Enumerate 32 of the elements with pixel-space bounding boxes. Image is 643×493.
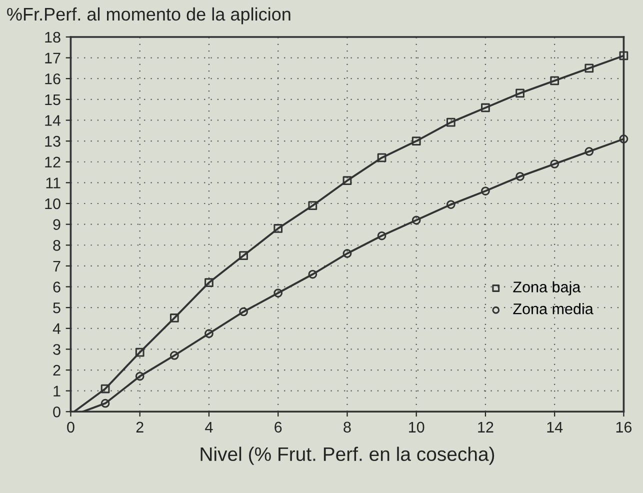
y-tick-label: 11 (46, 178, 60, 188)
x-tick-label: 14 (547, 422, 563, 432)
x-tick-label: 10 (409, 422, 424, 433)
y-tick-label: 12 (45, 156, 60, 168)
y-tick-label: 13 (45, 136, 60, 147)
y-tick-label: 3 (53, 344, 60, 355)
y-tick-label: 10 (45, 198, 60, 210)
legend-label: Zona media (513, 303, 594, 314)
y-tick-label: 2 (53, 364, 60, 376)
y-tick-label: 0 (53, 406, 60, 418)
x-tick-label: 4 (205, 422, 213, 432)
y-tick-label: 1 (54, 386, 60, 396)
y-tick-label: 16 (45, 73, 60, 84)
y-tick-label: 6 (53, 282, 60, 292)
y-tick-label: 7 (53, 260, 60, 272)
x-tick-label: 12 (478, 422, 494, 432)
x-tick-label: 8 (344, 422, 351, 433)
x-tick-label: 6 (274, 422, 282, 433)
y-tick-label: 9 (53, 219, 60, 230)
x-tick-label: 16 (616, 422, 632, 433)
x-axis-title: Nivel (% Frut. Perf. en la cosecha) (200, 446, 494, 465)
x-tick-label: 0 (67, 422, 74, 433)
y-tick-label: 5 (53, 302, 60, 314)
y-tick-label: 17 (45, 52, 60, 64)
y-tick-label: 18 (45, 32, 60, 43)
y-tick-label: 4 (52, 323, 61, 334)
y-tick-label: 8 (53, 240, 60, 251)
y-axis-title: %Fr.Perf. al momento de la aplicion (7, 7, 290, 24)
y-tick-label: 15 (45, 94, 60, 106)
x-tick-label: 2 (136, 422, 144, 432)
legend-label: Zona baja (513, 281, 581, 296)
y-tick-label: 14 (45, 115, 61, 126)
